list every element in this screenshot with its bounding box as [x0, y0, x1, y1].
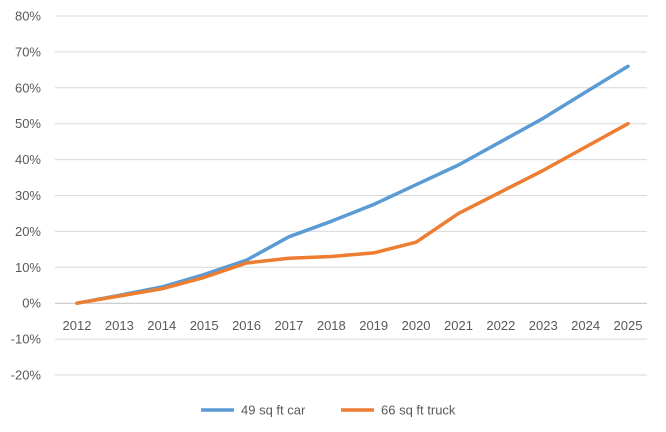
y-tick-label: -20%: [11, 368, 42, 383]
x-tick-label: 2024: [571, 318, 600, 333]
x-tick-label: 2019: [359, 318, 388, 333]
y-tick-label: 20%: [15, 224, 41, 239]
y-tick-label: 40%: [15, 152, 41, 167]
x-tick-label: 2020: [402, 318, 431, 333]
y-axis-tick-labels: -20% -10% 0% 10% 20% 30% 40% 50% 60% 70% 80%: [11, 9, 42, 383]
x-tick-label: 2016: [232, 318, 261, 333]
x-tick-label: 2017: [274, 318, 303, 333]
x-axis-tick-labels: 2012 2013 2014 2015 2016 2017 2018 2019 2020 2021…: [63, 318, 643, 333]
series-lines: [75, 64, 630, 305]
gridlines: [55, 15, 647, 376]
y-tick-label: 70%: [15, 44, 41, 59]
x-tick-label: 2013: [105, 318, 134, 333]
y-tick-label: 80%: [15, 9, 41, 24]
y-tick-label: 0%: [22, 296, 41, 311]
legend-label: 49 sq ft car: [241, 403, 306, 418]
legend: 49 sq ft car 66 sq ft truck: [201, 403, 456, 418]
x-tick-label: 2014: [147, 318, 176, 333]
x-tick-label: 2012: [63, 318, 92, 333]
x-tick-label: 2025: [614, 318, 643, 333]
series-line-car: [75, 64, 630, 305]
x-tick-label: 2023: [529, 318, 558, 333]
x-tick-label: 2022: [486, 318, 515, 333]
x-tick-label: 2021: [444, 318, 473, 333]
y-tick-label: 30%: [15, 188, 41, 203]
x-tick-label: 2018: [317, 318, 346, 333]
y-tick-label: 50%: [15, 116, 41, 131]
y-tick-label: 10%: [15, 260, 41, 275]
series-line-truck: [75, 121, 630, 305]
y-tick-label: -10%: [11, 332, 42, 347]
y-tick-label: 60%: [15, 80, 41, 95]
x-tick-label: 2015: [190, 318, 219, 333]
legend-label: 66 sq ft truck: [381, 403, 456, 418]
